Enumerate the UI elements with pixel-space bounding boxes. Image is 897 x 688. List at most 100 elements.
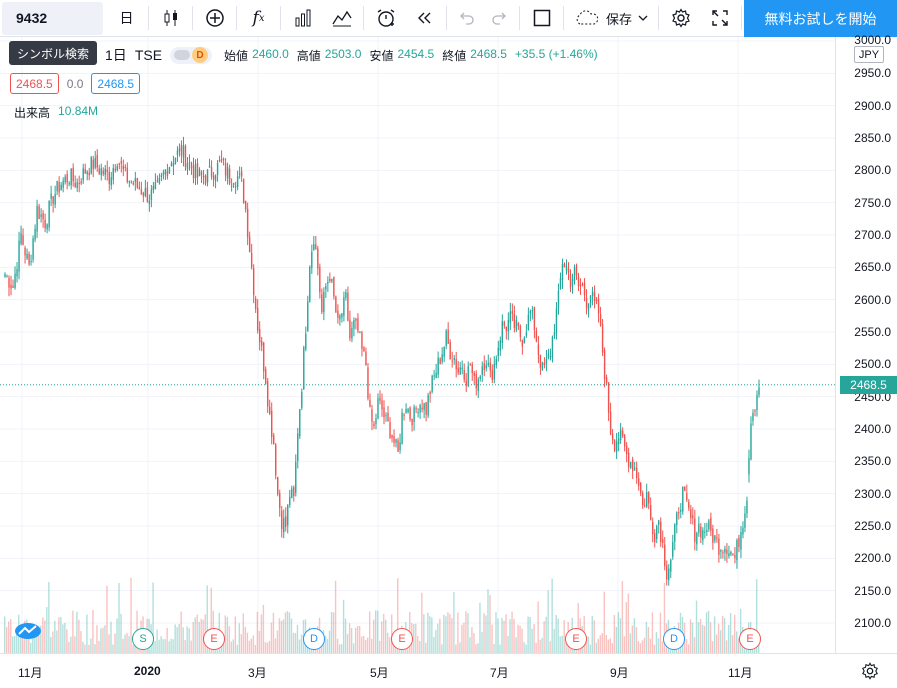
candle-body (708, 520, 710, 530)
chart-style-candles-icon[interactable] (151, 0, 190, 37)
volume-bar (511, 611, 513, 653)
price-axis-label: 2650.0 (854, 260, 891, 275)
event-dividend-marker[interactable]: D (303, 628, 325, 650)
volume-value: 10.84M (58, 104, 99, 118)
candle-body (429, 392, 431, 394)
time-axis[interactable]: 11月 2020 3月 5月 7月 9月 11月 (0, 653, 897, 688)
spread-value: 0.0 (66, 76, 84, 91)
interval-button[interactable]: 日 (119, 10, 134, 26)
volume-bar (463, 622, 465, 653)
volume-bar (491, 624, 493, 653)
candle-body (62, 180, 64, 188)
volume-bar (188, 628, 190, 653)
volume-bar (122, 638, 124, 653)
candle-body (315, 244, 317, 250)
price-axis-label: 2750.0 (854, 195, 891, 210)
compare-chart-icon[interactable] (322, 0, 361, 37)
volume-bar (523, 642, 525, 653)
candle-body (48, 200, 50, 228)
candle-body (421, 407, 423, 410)
candle-body (690, 509, 692, 519)
candle-body (445, 330, 447, 346)
replay-rewind-icon[interactable] (405, 0, 444, 37)
undo-icon[interactable] (449, 0, 483, 37)
layout-square-icon[interactable] (522, 0, 561, 37)
candle-body (497, 347, 500, 357)
start-free-trial-button[interactable]: 無料お試しを開始 (744, 0, 897, 37)
candle-body (361, 332, 363, 349)
event-earnings-marker[interactable]: E (203, 628, 225, 650)
volume-bar (647, 626, 650, 653)
event-split-marker[interactable]: S (132, 628, 154, 650)
candle-body (383, 407, 385, 418)
volume-bar (234, 616, 237, 653)
redo-icon[interactable] (483, 0, 517, 37)
price-chart[interactable] (0, 37, 897, 653)
candle-body (142, 192, 145, 197)
candle-body (116, 166, 119, 171)
volume-bar (383, 614, 385, 653)
save-button[interactable]: 保存 (566, 0, 656, 37)
candle-body (605, 377, 608, 383)
candle-body (78, 183, 80, 185)
candle-body (8, 277, 10, 288)
volume-bar (445, 616, 447, 653)
volume-bar (210, 587, 212, 653)
volume-bar (170, 638, 172, 653)
toolbar-divider (563, 6, 564, 30)
symbol-search-button[interactable]: 9432 (2, 1, 103, 35)
candle-body (28, 253, 30, 265)
candle-body (277, 477, 279, 495)
event-earnings-marker[interactable]: E (565, 628, 587, 650)
volume-bar (623, 636, 626, 653)
volume-bar (695, 600, 698, 653)
candle-body (162, 172, 165, 176)
candle-body (94, 158, 96, 168)
volume-bar (559, 636, 561, 653)
volume-bar (423, 614, 425, 653)
toolbar-divider (280, 6, 281, 30)
volume-bar (653, 644, 656, 653)
buy-price-button[interactable]: 2468.5 (91, 73, 141, 94)
candle-body (563, 263, 566, 268)
currency-label[interactable]: JPY (854, 46, 884, 63)
volume-bar (266, 642, 269, 653)
candle-body (507, 319, 510, 332)
volume-bar (449, 613, 451, 653)
settings-gear-icon[interactable] (661, 0, 700, 37)
event-earnings-marker[interactable]: E (391, 628, 413, 650)
event-earnings-marker[interactable]: E (739, 628, 761, 650)
alert-clock-icon[interactable] (366, 0, 405, 37)
volume-bar (376, 610, 379, 653)
candle-body (118, 163, 121, 165)
financials-bar-chart-icon[interactable] (283, 0, 322, 37)
volume-bar (493, 643, 495, 653)
change-value: +35.5 (+1.46%) (514, 46, 598, 61)
eye-icon (174, 50, 191, 60)
candle-body (609, 411, 612, 434)
volume-bar (609, 638, 612, 653)
sell-price-button[interactable]: 2468.5 (10, 73, 59, 94)
candle-body (86, 171, 88, 175)
candle-body (138, 186, 141, 190)
tradingview-logo-icon[interactable] (14, 620, 42, 640)
fullscreen-icon[interactable] (700, 0, 739, 37)
visibility-toggle[interactable]: D (170, 46, 213, 64)
volume-bar (561, 635, 563, 653)
candle-body (345, 292, 347, 298)
volume-bar (182, 627, 184, 653)
volume-bar (469, 637, 471, 653)
volume-bar (72, 610, 74, 653)
candle-body (467, 366, 469, 386)
price-axis-label: 2400.0 (854, 422, 891, 436)
add-indicator-icon[interactable] (195, 0, 234, 37)
candle-body (72, 167, 74, 182)
volume-bar (531, 628, 533, 653)
candle-body (635, 467, 638, 478)
event-dividend-marker[interactable]: D (663, 628, 685, 650)
candle-body (571, 279, 574, 286)
chart-settings-gear-icon[interactable] (861, 662, 879, 680)
price-axis-label: 2950.0 (854, 66, 891, 81)
volume-bar (649, 638, 652, 653)
